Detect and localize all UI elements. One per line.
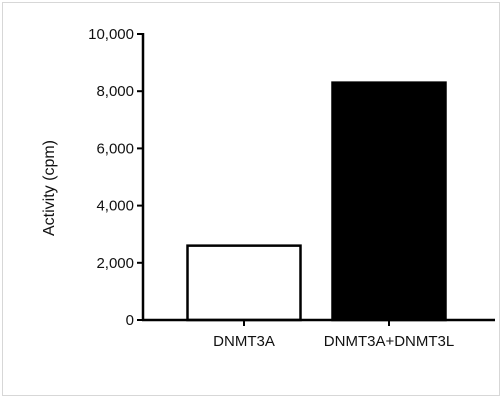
y-tick-label: 8,000 <box>96 83 134 100</box>
y-tick-label: 6,000 <box>96 140 134 157</box>
y-tick-label: 10,000 <box>88 26 134 43</box>
x-category-label: DNMT3A <box>213 333 275 350</box>
y-tick-label: 2,000 <box>96 255 134 272</box>
x-category-label: DNMT3A+DNMT3L <box>324 333 454 350</box>
bar-dnmt3a-dnmt3l <box>331 81 447 322</box>
y-axis-title: Activity (cpm) <box>41 140 58 236</box>
bars <box>186 81 447 322</box>
bar-dnmt3a <box>186 244 302 322</box>
y-tick-label: 0 <box>126 312 134 329</box>
x-axis-ticks: DNMT3A DNMT3A+DNMT3L <box>213 320 454 350</box>
y-tick-label: 4,000 <box>96 198 134 215</box>
y-axis-ticks: 0 2,000 4,000 6,000 8,000 10,000 <box>88 26 143 329</box>
